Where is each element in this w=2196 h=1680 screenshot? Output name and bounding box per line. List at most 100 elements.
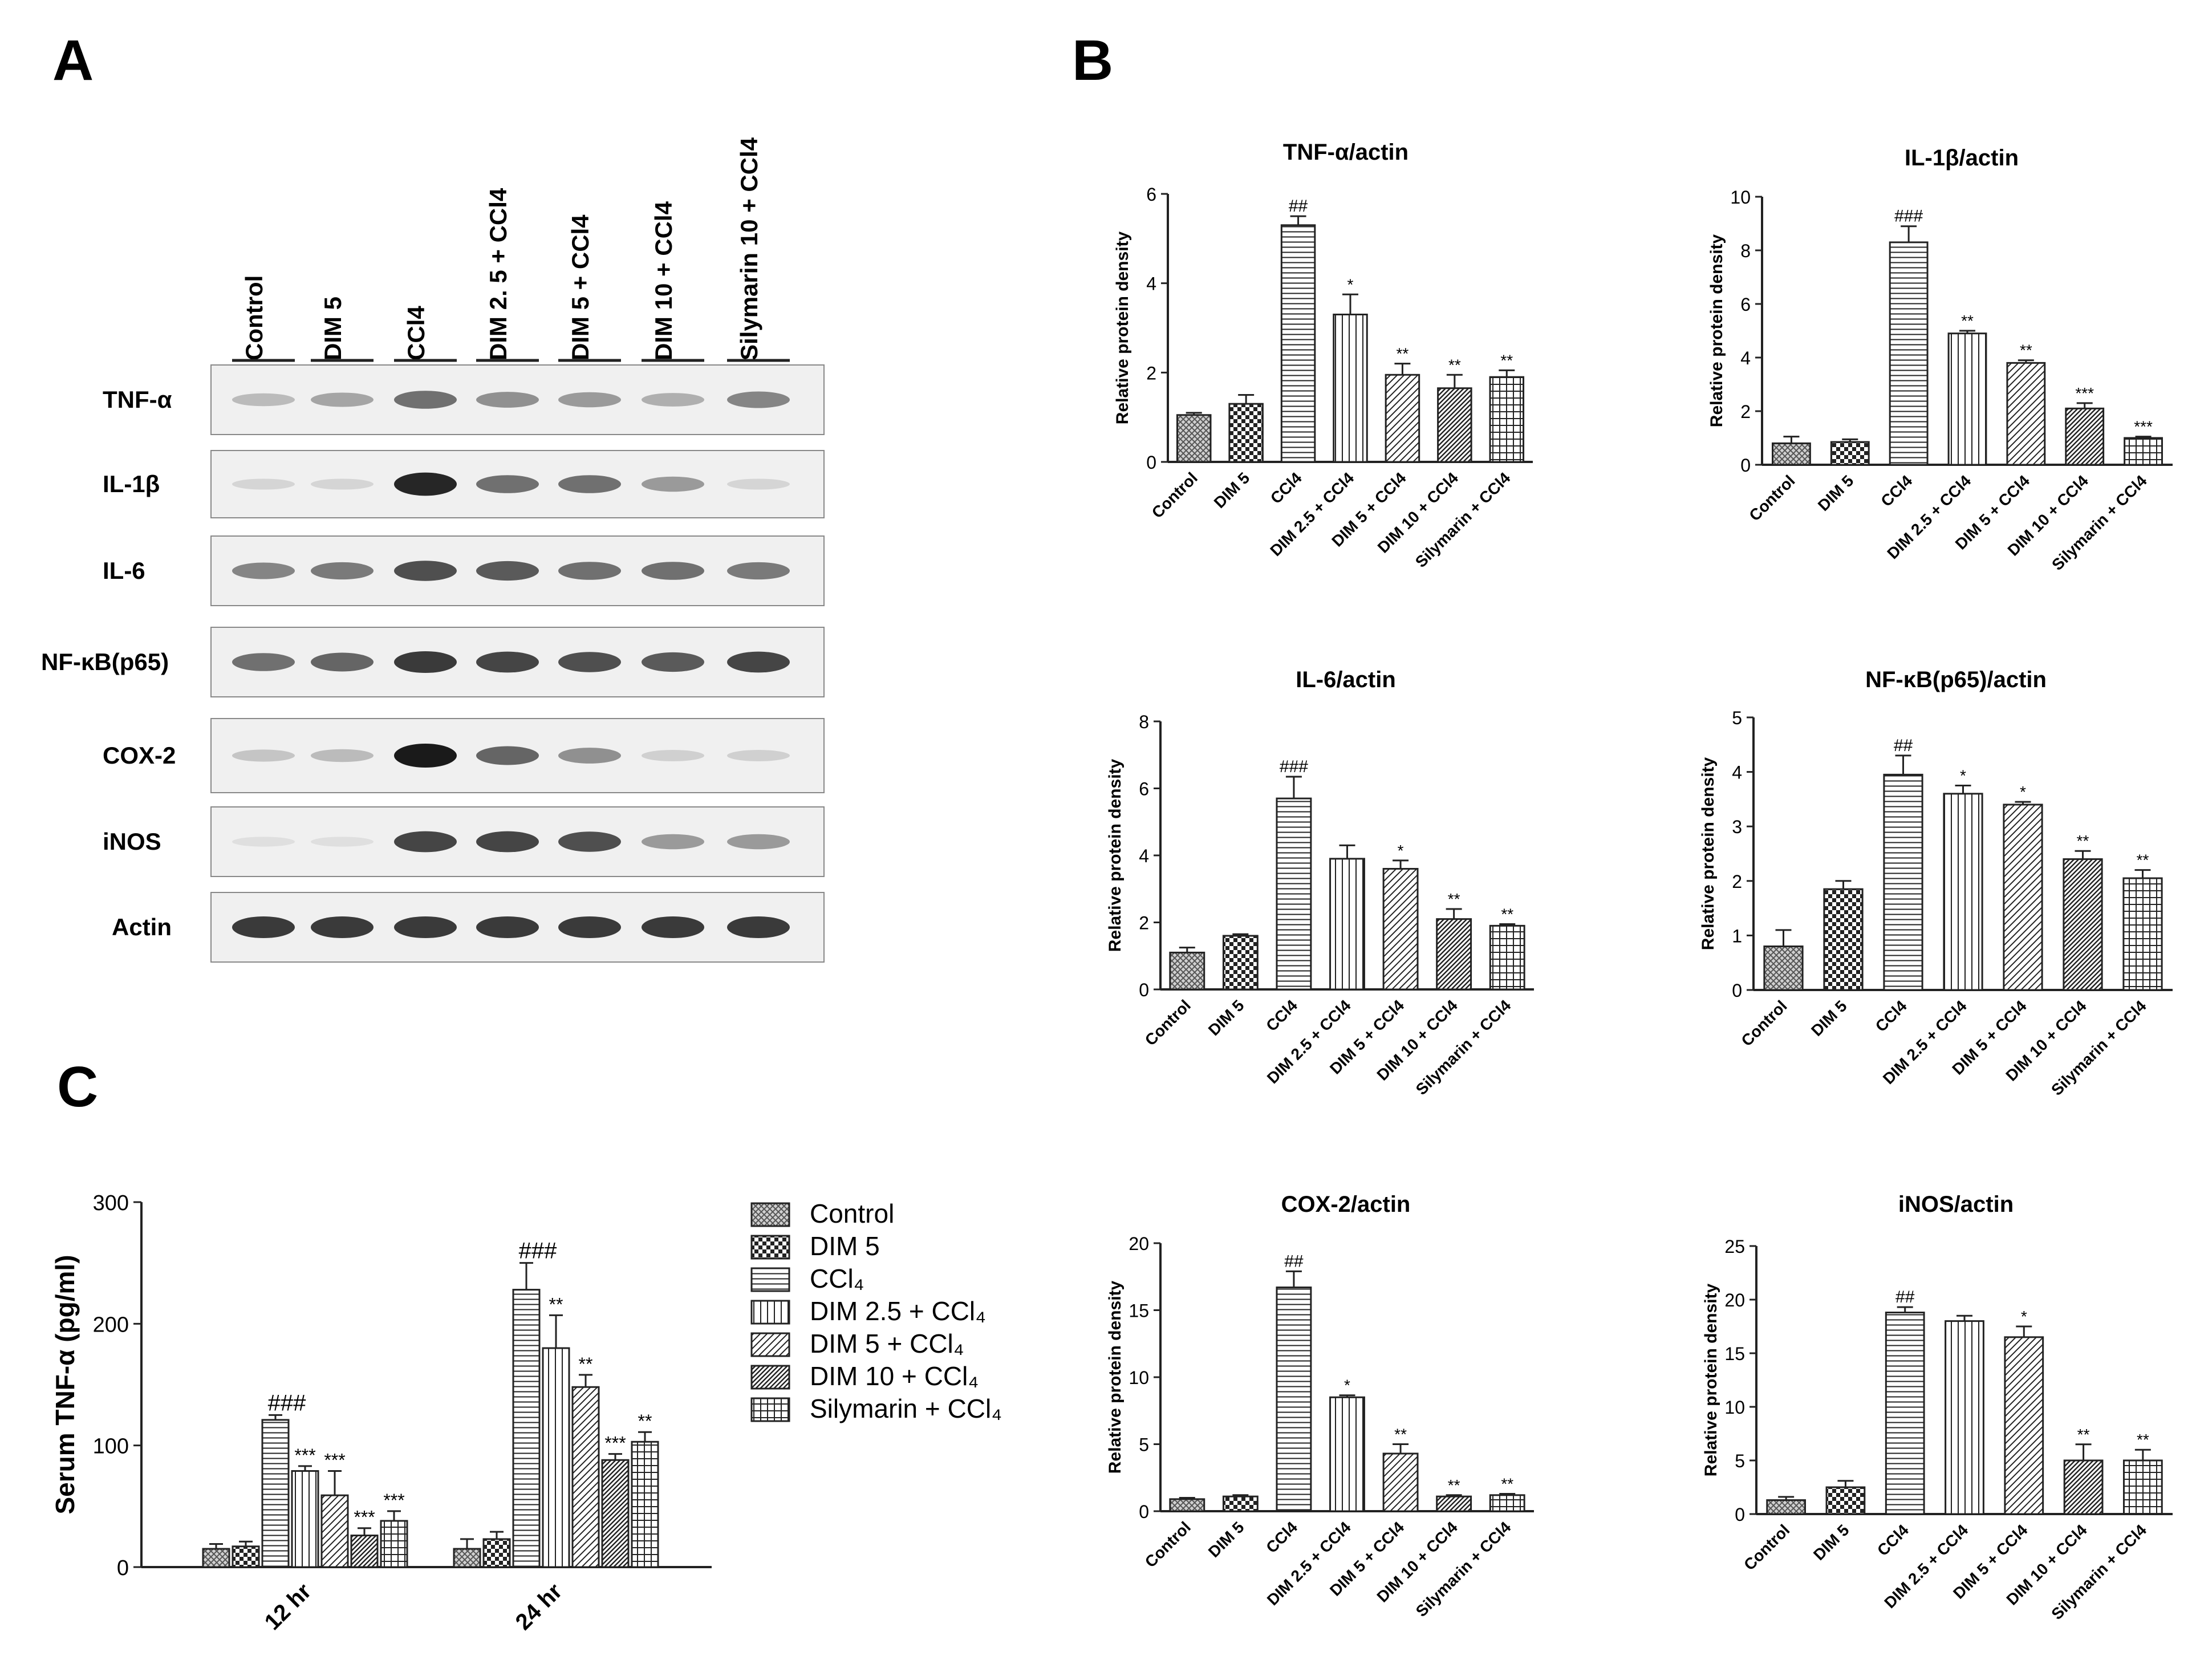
- bar: [453, 1548, 481, 1568]
- bar: [1276, 797, 1312, 991]
- bar: [261, 1419, 290, 1568]
- significance-label: ***: [604, 1433, 626, 1454]
- blot-band: [558, 831, 621, 852]
- bar: [2065, 407, 2105, 466]
- legend-label: CCl₄: [810, 1264, 864, 1293]
- significance-label: **: [1448, 890, 1460, 908]
- bar: [1766, 1499, 1807, 1515]
- legend: Control DIM 5 CCl₄ DIM 2.5 + CCl₄ DIM 5 + CC…: [750, 1199, 1002, 1423]
- y-tick-label: 4: [1732, 762, 1742, 783]
- blot-band: [727, 562, 790, 580]
- blot-band: [558, 392, 621, 408]
- chart-title: IL-6/actin: [1296, 667, 1396, 692]
- bar: [1169, 951, 1205, 991]
- bar: [2122, 1459, 2163, 1515]
- significance-label: ###: [1280, 757, 1308, 776]
- x-tick-label: Control: [1746, 472, 1798, 524]
- blot-band: [311, 837, 374, 847]
- blot-band: [394, 391, 457, 409]
- y-axis-label: Relative protein density: [1106, 758, 1125, 952]
- y-tick-label: 0: [1735, 1504, 1745, 1525]
- y-tick-label: 6: [1139, 779, 1149, 800]
- blot-band: [642, 834, 704, 850]
- blot-band: [394, 744, 457, 768]
- y-tick-label: 100: [93, 1435, 129, 1459]
- bar: [1763, 945, 1804, 991]
- y-tick-label: 300: [93, 1191, 129, 1215]
- blot-band: [558, 916, 621, 939]
- y-tick-label: 0: [117, 1556, 129, 1580]
- blot-band: [311, 749, 374, 762]
- y-axis-label: Relative protein density: [1707, 234, 1726, 427]
- blot-band: [232, 837, 295, 847]
- blot-band: [394, 831, 457, 853]
- bar: [2124, 437, 2163, 466]
- blot-band: [232, 393, 295, 407]
- significance-label: **: [2137, 1431, 2149, 1448]
- legend-label: DIM 2.5 + CCl₄: [810, 1296, 986, 1326]
- bar: [202, 1548, 230, 1568]
- y-tick-label: 4: [1139, 846, 1149, 866]
- bar: [1329, 858, 1365, 991]
- x-tick-label: DIM 5: [1211, 469, 1253, 512]
- bar: [1382, 1452, 1419, 1512]
- significance-label: **: [2077, 832, 2089, 850]
- blot-band: [727, 834, 790, 850]
- significance-label: **: [1397, 345, 1409, 363]
- bar: [1885, 1312, 1925, 1515]
- bar: [1280, 224, 1316, 463]
- significance-label: **: [2020, 342, 2032, 359]
- significance-label: ###: [268, 1390, 306, 1415]
- blot-band: [558, 475, 621, 493]
- x-tick-label: CCl4: [1877, 472, 1915, 510]
- blot-row-label: Actin: [112, 914, 172, 940]
- y-tick-label: 5: [1735, 1451, 1745, 1471]
- y-tick-label: 2: [1146, 363, 1156, 383]
- blot-row-label: COX-2: [103, 742, 176, 769]
- y-tick-label: 6: [1146, 184, 1156, 205]
- y-tick-label: 10: [1724, 1397, 1745, 1418]
- significance-label: **: [1394, 1426, 1407, 1443]
- bar: [1333, 314, 1368, 463]
- significance-label: *: [1960, 767, 1966, 785]
- significance-label: **: [549, 1294, 563, 1314]
- y-tick-label: 8: [1740, 241, 1751, 261]
- blot-band: [311, 916, 374, 939]
- x-tick-label: CCl4: [1874, 1521, 1912, 1559]
- y-tick-label: 1: [1732, 926, 1742, 946]
- bar: [1883, 773, 1923, 991]
- blot-row-label: iNOS: [103, 828, 161, 855]
- blot-band: [642, 750, 704, 761]
- y-tick-label: 20: [1724, 1290, 1745, 1310]
- bar: [2003, 804, 2043, 991]
- bar: [1489, 924, 1525, 991]
- panel-label-c: C: [57, 1055, 98, 1119]
- bar: [2122, 877, 2163, 991]
- bar: [1945, 1320, 1984, 1515]
- bar: [1825, 1486, 1866, 1515]
- y-tick-label: 15: [1724, 1344, 1745, 1364]
- significance-label: **: [2137, 851, 2149, 869]
- y-axis-label: Relative protein density: [1699, 757, 1718, 950]
- significance-label: ***: [2134, 418, 2153, 436]
- y-tick-label: 3: [1732, 817, 1742, 837]
- blot-band: [642, 916, 704, 939]
- blot-band: [476, 561, 539, 581]
- blot-band: [311, 392, 374, 407]
- blot-band: [727, 478, 790, 490]
- bar: [320, 1494, 349, 1568]
- blot-row-label: IL-6: [103, 557, 145, 584]
- significance-label: ***: [354, 1507, 375, 1528]
- significance-label: **: [1448, 356, 1461, 374]
- y-tick-label: 0: [1139, 980, 1149, 1000]
- bar: [1830, 441, 1870, 466]
- x-tick-label: CCl4: [1872, 997, 1910, 1035]
- blot-band: [394, 561, 457, 581]
- bar: [1276, 1287, 1312, 1512]
- blot-row-label: NF-κB(p65): [41, 648, 169, 675]
- significance-label: **: [1500, 351, 1513, 369]
- bar-chart-5: iNOS/actin 0 5 10 15 20 25 Relative protein den…: [1702, 1192, 2173, 1623]
- blot-band: [558, 748, 621, 764]
- blot-band: [232, 653, 295, 671]
